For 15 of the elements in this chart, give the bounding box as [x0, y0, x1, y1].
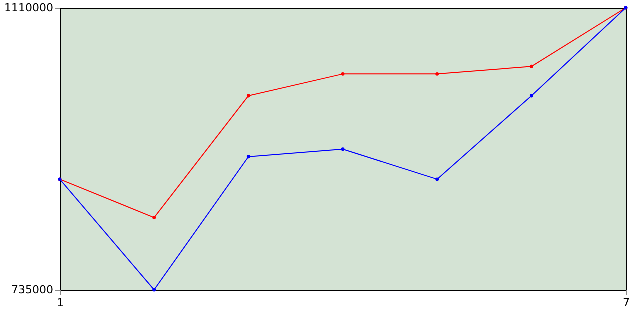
point	[341, 148, 345, 152]
y-tick-label: 735000	[12, 284, 54, 296]
point	[436, 178, 440, 182]
point	[436, 72, 440, 76]
x-tick-label: 7	[623, 296, 630, 310]
point	[530, 64, 534, 68]
point	[530, 94, 534, 98]
point	[152, 216, 156, 220]
point	[341, 72, 345, 76]
y-tick-label: 1110000	[4, 2, 54, 14]
x-tick-label: 1	[57, 296, 64, 310]
point	[246, 94, 250, 98]
point	[246, 155, 250, 159]
line-series	[58, 6, 628, 292]
point	[152, 288, 156, 292]
